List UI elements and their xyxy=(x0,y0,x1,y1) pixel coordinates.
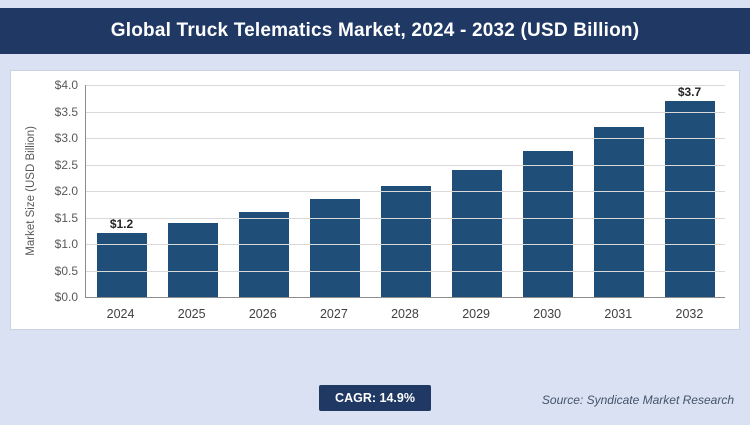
bar-2024 xyxy=(96,233,147,297)
bar-2031 xyxy=(593,127,644,297)
bar-2027 xyxy=(309,198,360,297)
cagr-badge: CAGR: 14.9% xyxy=(319,385,431,411)
gridline xyxy=(86,85,725,86)
gridline xyxy=(86,244,725,245)
gridline xyxy=(86,191,725,192)
bar-2026 xyxy=(238,212,289,297)
x-axis-label: 2024 xyxy=(106,307,135,321)
bar-slot xyxy=(512,85,583,297)
chart-row: Market Size (USD Billion) $0.0 $0.5 $1.0 $1… xyxy=(19,78,725,321)
bar-2032 xyxy=(664,101,715,297)
bar-slot xyxy=(228,85,299,297)
gridline xyxy=(86,270,725,272)
gridline xyxy=(86,164,725,166)
y-tick-label: $0.0 xyxy=(54,290,78,304)
x-axis-label: 2032 xyxy=(675,307,704,321)
chart-panel: Market Size (USD Billion) $0.0 $0.5 $1.0 $1… xyxy=(10,70,740,330)
x-axis-label: 2026 xyxy=(248,307,277,321)
bar-value-label: $3.7 xyxy=(677,85,702,99)
bar-slot xyxy=(370,85,441,297)
x-axis-label: 2029 xyxy=(462,307,490,321)
chart-title: Global Truck Telematics Market, 2024 - 2… xyxy=(110,20,640,41)
y-axis-title: Market Size (USD Billion) xyxy=(25,126,37,256)
bar-slot xyxy=(583,85,654,297)
y-axis-ticks: $0.0 $0.5 $1.0 $1.5 $2.0 $2.5 $3.0 $3.5 $4.0 xyxy=(43,78,85,304)
x-axis-label: 2027 xyxy=(319,307,348,321)
y-tick-label: $4.0 xyxy=(54,78,78,92)
x-axis-label: 2025 xyxy=(177,307,206,321)
plot-column: $1.2 $3.7 2024 2025 2026 2027 2028 2029 2030 203… xyxy=(85,85,725,321)
y-tick-label: $2.5 xyxy=(54,157,78,172)
y-tick-label: $3.5 xyxy=(54,104,78,119)
gridline xyxy=(86,217,725,219)
x-axis-labels: 2024 2025 2026 2027 2028 2029 2030 2031 2032 xyxy=(85,307,725,321)
y-tick-label: $3.0 xyxy=(54,131,78,145)
bar-slot: $3.7 xyxy=(654,85,725,297)
plot-area: $1.2 $3.7 xyxy=(85,85,725,298)
y-tick-label: $2.0 xyxy=(54,184,78,198)
y-tick-label: $1.5 xyxy=(54,210,78,225)
bar-slot xyxy=(157,85,228,297)
gridline xyxy=(86,111,725,113)
bar-slot xyxy=(299,85,370,297)
y-axis-title-wrap: Market Size (USD Billion) xyxy=(19,85,43,297)
bar-2025 xyxy=(167,222,218,297)
footer: CAGR: 14.9% Source: Syndicate Market Res… xyxy=(0,355,750,425)
y-tick-label: $1.0 xyxy=(54,237,78,251)
bar-value-label: $1.2 xyxy=(109,217,134,232)
bars-container: $1.2 $3.7 xyxy=(86,85,725,297)
bar-2028 xyxy=(380,185,431,297)
y-tick-label: $0.5 xyxy=(54,263,78,278)
source-text: Source: Syndicate Market Research xyxy=(541,393,734,407)
title-bar: Global Truck Telematics Market, 2024 - 2… xyxy=(0,8,750,54)
x-axis-label: 2028 xyxy=(391,307,419,321)
gridline xyxy=(86,138,725,139)
x-axis-label: 2031 xyxy=(604,307,633,321)
bar-2029 xyxy=(451,169,502,297)
x-axis-label: 2030 xyxy=(533,307,562,321)
bar-2030 xyxy=(522,151,573,297)
